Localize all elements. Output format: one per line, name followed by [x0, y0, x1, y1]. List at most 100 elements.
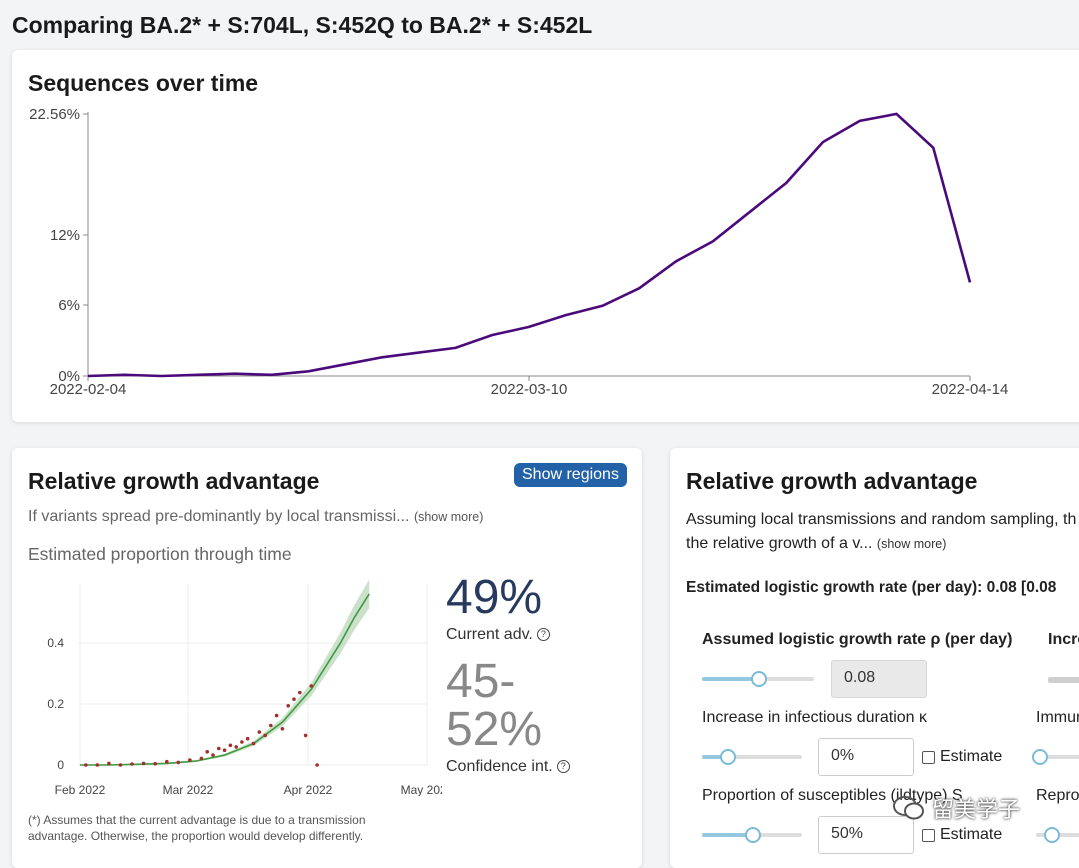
y-tick-label: 0% — [58, 368, 80, 385]
footnote-line: (*) Assumes that the current advantage i… — [28, 813, 366, 827]
x-tick-label: Apr 2022 — [284, 783, 333, 796]
kappa-slider[interactable] — [702, 749, 802, 765]
data-point — [257, 730, 262, 734]
page-title: Comparing BA.2* + S:704L, S:452Q to BA.2… — [12, 12, 593, 38]
current-adv-label: Current adv.? — [446, 626, 550, 644]
data-point — [245, 736, 250, 741]
slider-handle[interactable] — [751, 671, 767, 687]
slider-fill — [702, 755, 727, 759]
right-panel-title: Relative growth advantage — [686, 468, 978, 494]
watermark: 留美学子 — [892, 792, 1020, 824]
data-point — [188, 758, 192, 762]
footnote: (*) Assumes that the current advantage i… — [28, 812, 366, 844]
left-description: If variants spread pre-dominantly by loc… — [28, 508, 483, 526]
data-point — [107, 761, 111, 766]
wechat-icon — [893, 796, 924, 820]
data-point — [309, 684, 314, 688]
left-panel-title: Relative growth advantage — [28, 468, 320, 494]
show-regions-button[interactable]: Show regions — [514, 463, 627, 487]
slider-fill — [702, 677, 758, 681]
data-point — [234, 745, 238, 749]
data-point — [286, 704, 291, 708]
watermark-text: 留美学子 — [932, 797, 1021, 822]
repro-slider-partial[interactable] — [1036, 827, 1079, 843]
data-point — [274, 713, 279, 718]
ci-value-line1: 45- — [446, 655, 516, 708]
slider-handle[interactable] — [1044, 827, 1060, 843]
y-tick-label: 6% — [58, 297, 80, 314]
current-adv-label-text: Current adv. — [446, 626, 533, 643]
footnote-line: advantage. Otherwise, the proportion wou… — [28, 829, 364, 843]
y-tick-label: 0.2 — [47, 697, 64, 711]
rho-input[interactable]: 0.08 — [831, 660, 927, 698]
incr-label: Incre — [1048, 631, 1079, 648]
immunity-slider-partial[interactable] — [1032, 749, 1079, 765]
kappa-estimate-checkbox[interactable]: Estimate — [922, 748, 1002, 766]
sequences-title: Sequences over time — [28, 70, 259, 96]
show-more-link[interactable]: (show more) — [876, 537, 947, 551]
susceptibles-estimate-checkbox[interactable]: Estimate — [922, 826, 1002, 844]
data-point — [205, 750, 209, 754]
right-description-line2: the relative growth of a v... (show more… — [686, 532, 1076, 556]
x-tick-label: 2022-04-14 — [932, 381, 1009, 398]
susceptibles-label: Proportion of susceptibles (ildtype) S — [702, 787, 963, 805]
growth-card-left: Relative growth advantage Show regions I… — [12, 448, 642, 868]
x-tick-label: 2022-02-04 — [50, 381, 127, 398]
right-description-line: Assuming local transmissions and random … — [686, 511, 1077, 528]
data-point — [118, 763, 123, 767]
data-point — [240, 740, 244, 744]
immunity-label: Immun — [1036, 709, 1079, 726]
repro-label: Repro — [1036, 787, 1079, 804]
grid-lines — [78, 584, 428, 766]
incr-slider-partial[interactable] — [1048, 677, 1079, 683]
data-point — [141, 761, 146, 766]
x-tick-label: May 2022 — [401, 783, 442, 796]
ci-label-text: Confidence int. — [446, 758, 553, 775]
y-tick-label: 0.4 — [47, 636, 64, 650]
data-point — [303, 733, 308, 738]
slider-handle[interactable] — [720, 749, 736, 765]
data-point — [165, 759, 169, 764]
slider-handle[interactable] — [745, 827, 761, 843]
data-point — [315, 763, 319, 767]
growth-card-right: Relative growth advantage Assuming local… — [670, 448, 1079, 868]
slider-fill — [702, 833, 752, 837]
data-point — [176, 760, 181, 765]
checkbox-label: Estimate — [940, 826, 1003, 843]
show-more-link[interactable]: (show more) — [413, 510, 484, 524]
data-point — [84, 763, 88, 767]
x-tick-label: Feb 2022 — [55, 783, 106, 796]
right-description: Assuming local transmissions and random … — [686, 508, 1076, 556]
susceptibles-slider[interactable] — [702, 827, 802, 843]
data-point — [95, 763, 100, 767]
rho-slider[interactable] — [702, 671, 814, 687]
help-icon[interactable]: ? — [536, 628, 550, 641]
sequences-chart: 22.56% 12% 6% 0% 2022-02-04 2022-03-10 2… — [29, 106, 1009, 398]
data-point — [251, 741, 256, 746]
help-icon[interactable]: ? — [556, 760, 570, 773]
kappa-label: Increase in infectious duration κ — [702, 709, 928, 726]
fit-line — [80, 593, 370, 766]
susceptibles-input[interactable]: 50% — [818, 816, 914, 854]
data-point — [298, 690, 302, 695]
slider-handle[interactable] — [1032, 749, 1048, 765]
confidence-band — [80, 579, 370, 765]
data-point — [228, 743, 233, 748]
data-point — [280, 727, 285, 731]
series-line — [87, 112, 972, 378]
data-point — [269, 723, 273, 728]
kappa-input[interactable]: 0% — [818, 738, 914, 776]
checkbox-box[interactable] — [922, 828, 935, 842]
right-description-text: the relative growth of a v... — [686, 535, 873, 552]
rho-label: Assumed logistic growth rate ρ (per day) — [702, 631, 1013, 648]
data-point — [217, 746, 221, 751]
y-tick-label: 12% — [50, 227, 80, 244]
current-adv-value: 49% — [446, 571, 543, 624]
proportion-subtitle: Estimated proportion through time — [28, 544, 292, 564]
estimate-line: Estimated logistic growth rate (per day)… — [686, 579, 1057, 596]
checkbox-box[interactable] — [922, 750, 935, 764]
ci-label: Confidence int.? — [446, 758, 570, 776]
y-tick-label: 22.56% — [29, 106, 80, 123]
data-point — [153, 761, 157, 766]
x-tick-label: 2022-03-10 — [491, 381, 568, 398]
